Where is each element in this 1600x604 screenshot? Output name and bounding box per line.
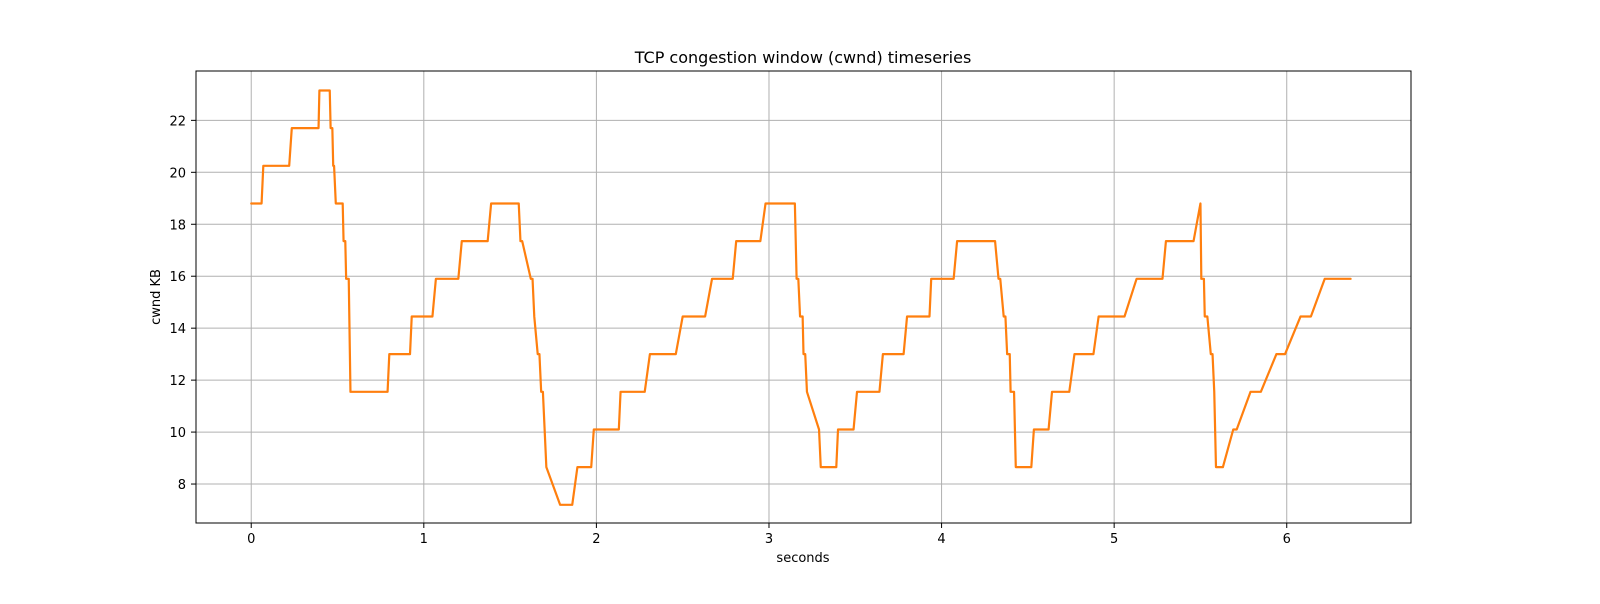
grid-lines bbox=[196, 71, 1411, 523]
y-tick-label: 12 bbox=[169, 374, 186, 389]
chart-title: TCP congestion window (cwnd) timeseries bbox=[634, 48, 972, 67]
y-tick-label: 22 bbox=[169, 114, 186, 129]
x-tick-label: 5 bbox=[1110, 532, 1118, 547]
plot-frame bbox=[195, 70, 1412, 524]
x-tick-label: 6 bbox=[1283, 532, 1291, 547]
y-axis-label: cwnd KB bbox=[149, 269, 164, 325]
y-axis: 8 10 12 14 16 18 20 22 bbox=[169, 114, 196, 493]
x-tick-label: 0 bbox=[247, 532, 255, 547]
y-tick-label: 16 bbox=[169, 270, 186, 285]
x-tick-label: 1 bbox=[420, 532, 428, 547]
x-axis: 0 1 2 3 4 5 6 bbox=[247, 523, 1291, 547]
y-tick-label: 20 bbox=[169, 166, 186, 181]
x-tick-label: 2 bbox=[592, 532, 600, 547]
y-tick-label: 18 bbox=[169, 218, 186, 233]
x-tick-label: 3 bbox=[765, 532, 773, 547]
plot-area bbox=[250, 89, 1352, 506]
y-tick-label: 10 bbox=[169, 426, 186, 441]
x-axis-label: seconds bbox=[776, 551, 829, 566]
x-tick-label: 4 bbox=[937, 532, 945, 547]
y-tick-label: 14 bbox=[169, 322, 186, 337]
series-line-1 bbox=[250, 89, 1352, 506]
y-tick-label: 8 bbox=[178, 478, 186, 493]
